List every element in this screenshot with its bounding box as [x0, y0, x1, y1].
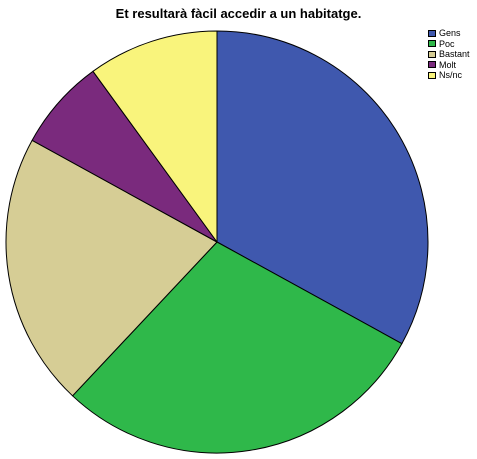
legend-item-gens: Gens [428, 28, 470, 39]
legend-item-bastant: Bastant [428, 49, 470, 60]
chart-title: Et resultarà fàcil accedir a un habitatg… [115, 6, 362, 21]
legend-label-gens: Gens [439, 28, 461, 39]
legend-swatch-bastant [428, 50, 436, 58]
legend-item-molt: Molt [428, 60, 470, 71]
legend-swatch-gens [428, 29, 436, 37]
legend-label-ns-nc: Ns/nc [439, 70, 463, 81]
legend: Gens Poc Bastant Molt Ns/nc [428, 28, 470, 81]
pie-slice-gens [216, 30, 429, 345]
legend-swatch-molt [428, 61, 436, 69]
pie-slice-ns-nc [92, 30, 218, 243]
legend-item-poc: Poc [428, 39, 470, 50]
pie-slices [5, 30, 429, 454]
legend-label-molt: Molt [439, 59, 457, 70]
legend-swatch-ns-nc [428, 71, 436, 79]
legend-label-bastant: Bastant [439, 49, 470, 60]
legend-swatch-poc [428, 40, 436, 48]
pie-slice-bastant [5, 139, 218, 397]
legend-item-ns-nc: Ns/nc [428, 70, 470, 81]
pie-slice-poc [72, 241, 403, 454]
legend-label-poc: Poc [439, 38, 455, 49]
